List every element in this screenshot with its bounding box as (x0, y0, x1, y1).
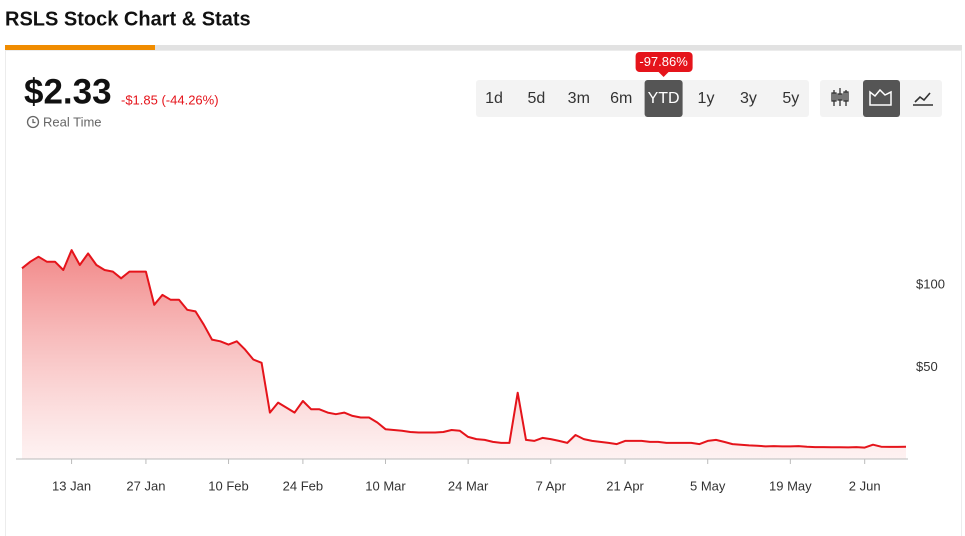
line-icon-button[interactable] (913, 92, 933, 106)
area-icon (869, 88, 892, 106)
price-change: -$1.85 (-44.26%) (121, 92, 219, 107)
card (5, 50, 962, 536)
range-button[interactable]: 1y (698, 90, 715, 107)
x-tick-label: 19 May (769, 478, 812, 493)
clock-icon (26, 115, 40, 129)
range-button[interactable]: 3y (740, 90, 757, 107)
range-button[interactable]: 5d (528, 90, 546, 107)
x-tick-label: 7 Apr (536, 478, 567, 493)
x-tick-label: 10 Feb (208, 478, 248, 493)
x-tick-label: 27 Jan (126, 478, 165, 493)
x-tick-label: 24 Mar (448, 478, 489, 493)
range-button[interactable]: 3m (568, 90, 590, 107)
price-line (21, 249, 907, 449)
candle-icon-button[interactable] (831, 88, 849, 106)
x-tick-label: 10 Mar (365, 478, 406, 493)
range-button[interactable]: 6m (610, 90, 632, 107)
price: $2.33 (24, 72, 112, 111)
range-change-badge (635, 52, 693, 72)
y-tick-label: $100 (916, 276, 945, 291)
range-group (476, 80, 809, 117)
page-title: RSLS Stock Chart & Stats (5, 8, 251, 30)
badge-pointer (658, 72, 669, 77)
y-tick-label: $50 (916, 359, 938, 374)
x-tick-label: 13 Jan (52, 478, 91, 493)
range-button[interactable]: YTD (648, 90, 680, 107)
range-button[interactable]: 5y (782, 90, 799, 107)
range-button[interactable]: 1d (485, 90, 503, 107)
x-tick-label: 5 May (690, 478, 726, 493)
x-tick-label: 24 Feb (283, 478, 323, 493)
range-change-label: -97.86% (639, 54, 688, 69)
area-icon-button[interactable] (863, 80, 900, 117)
tab-track (5, 45, 962, 50)
real-time-label: Real Time (43, 114, 102, 129)
tab-indicator (5, 45, 155, 50)
x-tick-label: 21 Apr (606, 478, 644, 493)
x-tick-label: 2 Jun (849, 478, 881, 493)
range-button-active[interactable] (644, 80, 683, 117)
price-area (22, 250, 906, 459)
